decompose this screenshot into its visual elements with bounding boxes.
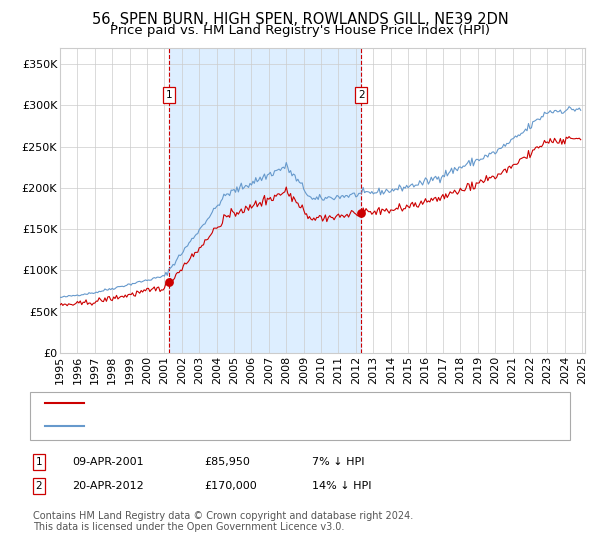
Bar: [169, 48, 361, 353]
Text: Price paid vs. HM Land Registry's House Price Index (HPI): Price paid vs. HM Land Registry's House …: [110, 24, 490, 37]
Text: HPI: Average price, detached house, Gateshead: HPI: Average price, detached house, Gate…: [93, 421, 360, 431]
Text: 2: 2: [35, 481, 43, 491]
Text: £85,950: £85,950: [204, 457, 250, 467]
Text: 2: 2: [358, 90, 364, 100]
Text: 56, SPEN BURN, HIGH SPEN, ROWLANDS GILL, NE39 2DN (detached house): 56, SPEN BURN, HIGH SPEN, ROWLANDS GILL,…: [93, 399, 514, 408]
Point: [356, 208, 366, 217]
Text: 1: 1: [35, 457, 43, 467]
Text: Contains HM Land Registry data © Crown copyright and database right 2024.
This d: Contains HM Land Registry data © Crown c…: [33, 511, 413, 533]
Point: [164, 277, 174, 286]
Text: 1: 1: [166, 90, 172, 100]
Text: 7% ↓ HPI: 7% ↓ HPI: [312, 457, 365, 467]
Text: 56, SPEN BURN, HIGH SPEN, ROWLANDS GILL, NE39 2DN: 56, SPEN BURN, HIGH SPEN, ROWLANDS GILL,…: [92, 12, 508, 27]
Text: £170,000: £170,000: [204, 481, 257, 491]
Text: 09-APR-2001: 09-APR-2001: [72, 457, 143, 467]
Text: 20-APR-2012: 20-APR-2012: [72, 481, 144, 491]
Text: 14% ↓ HPI: 14% ↓ HPI: [312, 481, 371, 491]
